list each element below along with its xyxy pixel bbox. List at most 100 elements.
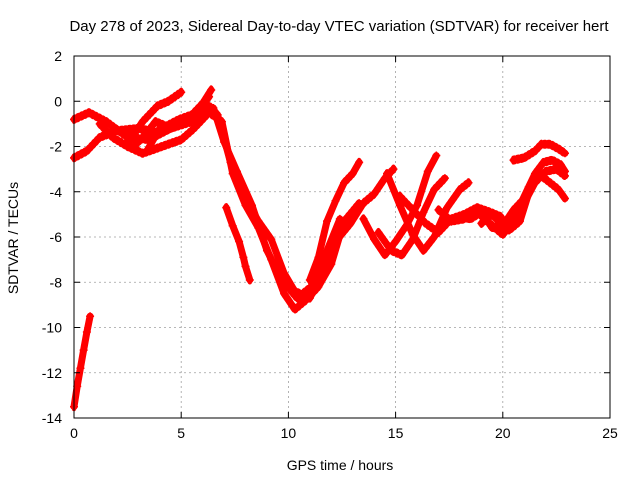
data-point bbox=[545, 178, 554, 187]
data-point bbox=[254, 223, 263, 232]
data-point bbox=[524, 183, 533, 192]
data-point bbox=[530, 147, 539, 156]
data-point bbox=[545, 140, 554, 149]
data-point bbox=[322, 217, 331, 226]
data-point bbox=[228, 221, 237, 230]
data-point bbox=[488, 223, 497, 232]
data-point bbox=[387, 246, 396, 255]
data-point bbox=[556, 160, 565, 169]
data-point bbox=[164, 97, 173, 106]
y-tick-label: -2 bbox=[50, 139, 63, 155]
data-point bbox=[76, 364, 85, 373]
data-point bbox=[359, 214, 368, 223]
data-point bbox=[292, 294, 301, 303]
data-point bbox=[370, 190, 379, 199]
data-point bbox=[560, 194, 569, 203]
series-satellite-f bbox=[142, 92, 214, 156]
data-point bbox=[443, 203, 452, 212]
data-point bbox=[82, 328, 91, 337]
data-point bbox=[340, 217, 349, 226]
x-tick-label: 10 bbox=[281, 425, 297, 441]
series-marker-fringe bbox=[436, 169, 567, 240]
data-point bbox=[280, 289, 289, 298]
data-point bbox=[168, 122, 177, 131]
data-point bbox=[205, 108, 214, 117]
data-point bbox=[85, 108, 94, 117]
data-point bbox=[408, 205, 417, 214]
data-point bbox=[464, 178, 473, 187]
data-point bbox=[419, 246, 428, 255]
series-satellite-r bbox=[445, 155, 569, 233]
data-point bbox=[73, 382, 82, 391]
data-point bbox=[520, 153, 529, 162]
data-point bbox=[190, 124, 199, 133]
data-point bbox=[177, 88, 186, 97]
data-point bbox=[102, 117, 111, 126]
data-point bbox=[560, 167, 569, 176]
data-point bbox=[130, 142, 139, 151]
data-point bbox=[228, 169, 237, 178]
data-point bbox=[466, 214, 475, 223]
data-point bbox=[241, 201, 250, 210]
data-point bbox=[498, 221, 507, 230]
data-point bbox=[140, 131, 149, 140]
data-point bbox=[314, 282, 323, 291]
data-point bbox=[305, 275, 314, 284]
data-point bbox=[108, 133, 117, 142]
data-point bbox=[530, 169, 539, 178]
data-point bbox=[346, 219, 355, 228]
data-point bbox=[290, 305, 299, 314]
data-point bbox=[537, 140, 546, 149]
data-point bbox=[498, 230, 507, 239]
data-point bbox=[177, 135, 186, 144]
data-point bbox=[239, 253, 248, 262]
data-point bbox=[455, 185, 464, 194]
data-point bbox=[112, 126, 121, 135]
data-point bbox=[123, 140, 132, 149]
data-point bbox=[205, 92, 214, 101]
data-point bbox=[434, 205, 443, 214]
series-satellite-d bbox=[123, 87, 186, 149]
data-point bbox=[207, 85, 216, 94]
data-point bbox=[235, 237, 244, 246]
data-point bbox=[196, 104, 205, 113]
y-axis-label: SDTVAR / TECUs bbox=[5, 182, 21, 294]
data-point bbox=[515, 201, 524, 210]
y-tick-label: -14 bbox=[42, 410, 62, 426]
data-point bbox=[537, 171, 546, 180]
data-point bbox=[245, 275, 254, 284]
x-tick-label: 15 bbox=[388, 425, 404, 441]
x-tick-label: 25 bbox=[602, 425, 618, 441]
data-point bbox=[155, 124, 164, 133]
x-axis-label: GPS time / hours bbox=[287, 457, 394, 473]
y-tick-label: -4 bbox=[50, 184, 63, 200]
data-point bbox=[395, 201, 404, 210]
data-point bbox=[79, 346, 88, 355]
data-point bbox=[421, 219, 430, 228]
data-point bbox=[408, 230, 417, 239]
data-point bbox=[440, 174, 449, 183]
data-point bbox=[142, 147, 151, 156]
y-tick-label: 2 bbox=[54, 48, 62, 64]
series-satellite-m bbox=[383, 169, 473, 256]
series-marker-fringe bbox=[447, 160, 567, 233]
data-point bbox=[488, 210, 497, 219]
data-point bbox=[95, 133, 104, 142]
y-tick-label: 0 bbox=[54, 93, 62, 109]
data-point bbox=[316, 255, 325, 264]
data-point bbox=[153, 101, 162, 110]
y-tick-label: -12 bbox=[42, 365, 62, 381]
data-point bbox=[395, 192, 404, 201]
x-tick-label: 5 bbox=[177, 425, 185, 441]
data-point bbox=[477, 208, 486, 217]
series-marker-fringe bbox=[385, 174, 471, 256]
data-point bbox=[560, 149, 569, 158]
chart-title: Day 278 of 2023, Sidereal Day-to-day VTE… bbox=[69, 18, 609, 35]
data-point bbox=[383, 169, 392, 178]
data-point bbox=[151, 117, 160, 126]
data-point bbox=[445, 217, 454, 226]
data-point bbox=[177, 117, 186, 126]
data-point bbox=[507, 212, 516, 221]
data-point bbox=[541, 167, 550, 176]
